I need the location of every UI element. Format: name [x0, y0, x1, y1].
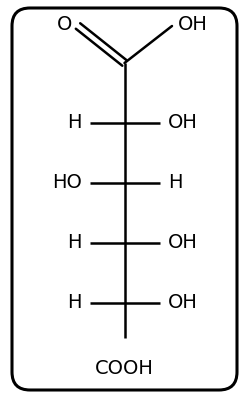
Text: OH: OH: [168, 293, 198, 312]
Text: H: H: [67, 113, 82, 133]
Text: O: O: [57, 14, 72, 33]
Text: OH: OH: [168, 234, 198, 252]
Text: H: H: [168, 174, 183, 193]
Text: H: H: [67, 293, 82, 312]
Text: HO: HO: [52, 174, 82, 193]
Text: H: H: [67, 234, 82, 252]
Text: OH: OH: [178, 14, 208, 33]
Text: COOH: COOH: [95, 359, 154, 377]
Text: OH: OH: [168, 113, 198, 133]
